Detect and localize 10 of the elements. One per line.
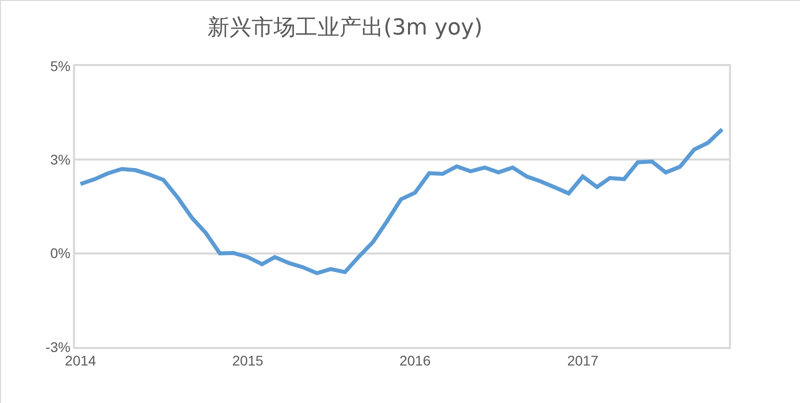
line-series — [78, 127, 724, 276]
x-tick-label: 2015 — [232, 352, 264, 369]
chart-title: 新兴市场工业产出(3m yoy) — [207, 16, 483, 41]
y-tick-label: 0% — [50, 245, 70, 262]
y-tick-label: 3% — [50, 152, 70, 168]
y-tick-label: 5% — [50, 58, 70, 74]
x-tick-label: 2016 — [399, 352, 431, 369]
x-tick-label: 2014 — [64, 352, 96, 369]
x-tick-label: 2017 — [567, 352, 599, 369]
y-tick-label: -3% — [46, 338, 70, 355]
